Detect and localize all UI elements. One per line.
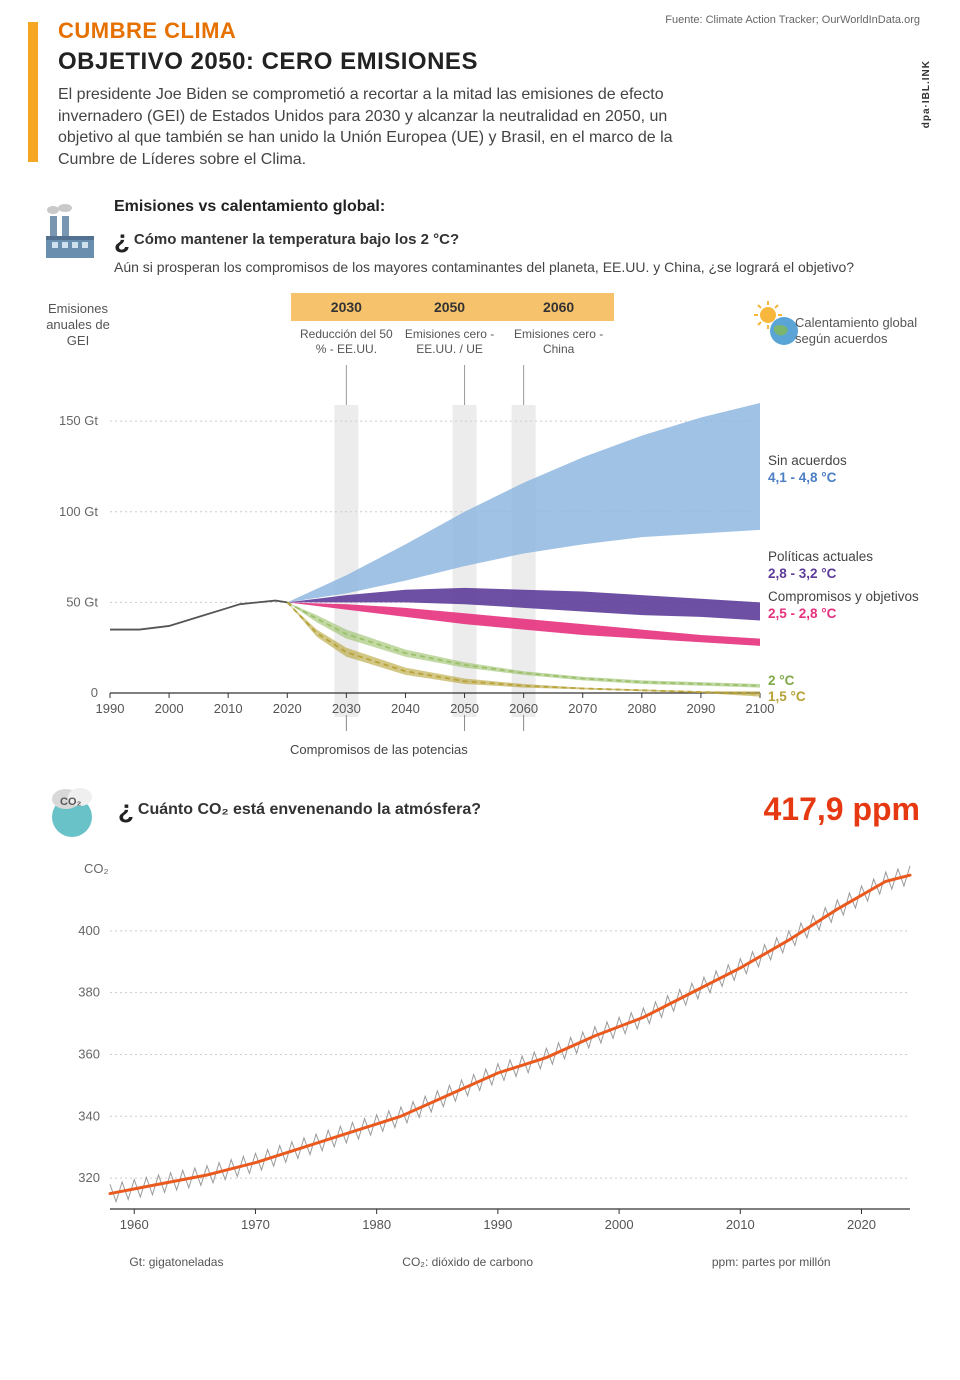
svg-text:400: 400 — [78, 923, 100, 938]
footer-definitions: Gt: gigatoneladas CO₂: dióxido de carbon… — [0, 1255, 960, 1269]
svg-text:1990: 1990 — [96, 701, 125, 716]
earth-sun-icon — [754, 301, 800, 347]
svg-text:2000: 2000 — [605, 1217, 634, 1232]
svg-text:2010: 2010 — [726, 1217, 755, 1232]
def-gt: Gt: gigatoneladas — [129, 1255, 223, 1269]
intro-text: El presidente Joe Biden se comprometió a… — [58, 84, 698, 170]
svg-text:CO₂: CO₂ — [60, 796, 82, 808]
section-emissions: Emisiones vs calentamiento global: ¿Cómo… — [0, 198, 960, 753]
svg-text:2070: 2070 — [568, 701, 597, 716]
def-co2: CO₂: dióxido de carbono — [402, 1255, 533, 1269]
logo-text: dpa·IBL.INK — [921, 60, 932, 128]
svg-text:2050: 2050 — [450, 701, 479, 716]
svg-text:2090: 2090 — [686, 701, 715, 716]
def-ppm: ppm: partes por millón — [712, 1255, 831, 1269]
section-co2: CO₂ ¿Cuánto CO₂ está envenenando la atmó… — [0, 777, 960, 1249]
svg-text:1970: 1970 — [241, 1217, 270, 1232]
question-mark-icon: ¿ — [118, 794, 134, 825]
milestone-2060: 2060 Emisiones cero - China — [504, 293, 614, 357]
milestone-2030: 2030 Reducción del 50 % - EE.UU. — [291, 293, 401, 357]
svg-text:360: 360 — [78, 1047, 100, 1062]
label-pledges: Compromisos y objetivos 2,5 - 2,8 °C — [768, 589, 919, 623]
svg-text:2010: 2010 — [214, 701, 243, 716]
svg-text:380: 380 — [78, 985, 100, 1000]
sec1-subtext: Aún si prosperan los compromisos de los … — [114, 259, 920, 275]
milestone-2050: 2050 Emisiones cero - EE.UU. / UE — [395, 293, 505, 357]
header: Fuente: Climate Action Tracker; OurWorld… — [0, 0, 960, 180]
big-ppm-value: 417,9 ppm — [763, 791, 920, 828]
label-2c: 2 °C — [768, 673, 794, 690]
source-text: Fuente: Climate Action Tracker; OurWorld… — [665, 14, 920, 26]
svg-text:1980: 1980 — [362, 1217, 391, 1232]
right-label: Calentamiento global según acuerdos — [795, 315, 925, 346]
question-mark-icon: ¿ — [114, 224, 130, 255]
svg-text:2020: 2020 — [273, 701, 302, 716]
sec1-title: Emisiones vs calentamiento global: — [114, 198, 920, 216]
svg-text:320: 320 — [78, 1170, 100, 1185]
accent-bar — [28, 22, 38, 162]
factory-icon — [40, 202, 100, 262]
svg-text:50 Gt: 50 Gt — [66, 595, 98, 610]
svg-text:2060: 2060 — [509, 701, 538, 716]
svg-text:100 Gt: 100 Gt — [59, 504, 98, 519]
svg-text:2000: 2000 — [155, 701, 184, 716]
svg-text:340: 340 — [78, 1109, 100, 1124]
sec1-question: ¿Cómo mantener la temperatura bajo los 2… — [114, 224, 920, 255]
milestones-footnote: Compromisos de las potencias — [290, 742, 468, 757]
svg-text:1960: 1960 — [120, 1217, 149, 1232]
co2-chart: 320 340 360 380 400 CO₂ 1960 1970 1980 1990 2000 20… — [40, 849, 920, 1249]
headline: OBJETIVO 2050: CERO EMISIONES — [58, 48, 920, 76]
scenario-chart: Emisiones anuales de GEI 050 Gt100 Gt150… — [40, 293, 920, 753]
label-no-policy: Sin acuerdos 4,1 - 4,8 °C — [768, 453, 847, 487]
svg-text:CO₂: CO₂ — [84, 861, 109, 876]
svg-text:150 Gt: 150 Gt — [59, 414, 98, 429]
svg-text:2080: 2080 — [627, 701, 656, 716]
co2-cloud-icon: CO₂ — [40, 777, 104, 841]
label-1p5c: 1,5 °C — [768, 689, 806, 706]
svg-text:2040: 2040 — [391, 701, 420, 716]
svg-text:1990: 1990 — [483, 1217, 512, 1232]
label-current-policy: Políticas actuales 2,8 - 3,2 °C — [768, 549, 873, 583]
svg-text:0: 0 — [91, 685, 98, 700]
svg-text:2030: 2030 — [332, 701, 361, 716]
svg-text:2020: 2020 — [847, 1217, 876, 1232]
